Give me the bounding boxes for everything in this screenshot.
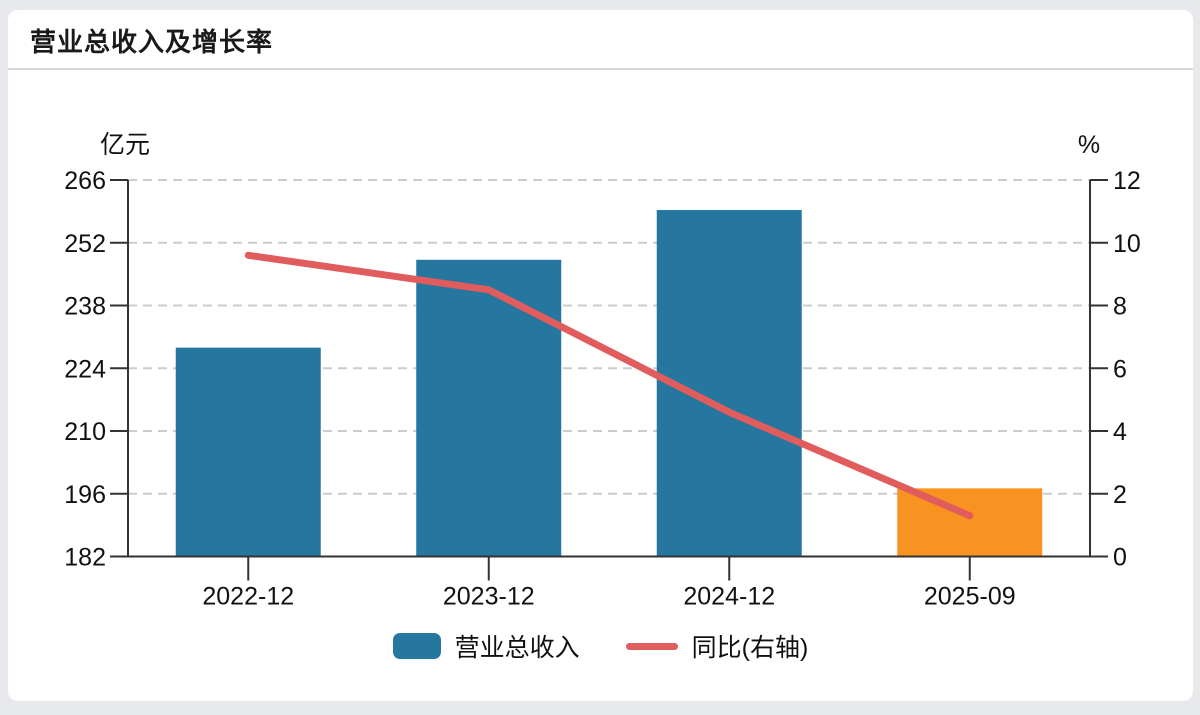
legend-revenue-label: 营业总收入 [454, 634, 580, 662]
left-axis-unit-label: 亿元 [100, 131, 150, 159]
left-axis-tick-label: 210 [64, 418, 106, 446]
left-axis-tick-label: 196 [64, 481, 106, 509]
x-axis-label-2022-12: 2022-12 [202, 583, 294, 611]
legend-yoy-label: 同比(右轴) [691, 634, 809, 662]
legend: 营业总收入 同比(右轴) [8, 629, 1193, 663]
legend-item-revenue[interactable]: 营业总收入 [392, 628, 580, 664]
yoy-line-swatch-icon [625, 642, 678, 650]
x-axis-label-2025-09: 2025-09 [924, 583, 1016, 611]
left-axis-tick-label: 252 [64, 230, 106, 258]
x-axis-label-2024-12: 2024-12 [683, 583, 775, 611]
combo-chart: 266 252 238 224 210 196 182 12 10 8 6 4 2 0 2022-12 202… [64, 131, 1141, 611]
left-axis-tick-label: 238 [64, 293, 106, 321]
left-axis-tick-label: 224 [64, 355, 106, 383]
right-axis-tick-label: 4 [1113, 418, 1127, 446]
right-axis-tick-label: 10 [1113, 230, 1141, 258]
right-axis-tick-label: 6 [1113, 355, 1127, 383]
left-axis-tick-label: 182 [64, 544, 106, 572]
chart-area: 266 252 238 224 210 196 182 12 10 8 6 4 2 0 2022-12 202… [8, 83, 1193, 625]
bar-2024-12 [656, 210, 802, 557]
card-header: 营业总收入及增长率 [8, 10, 1193, 70]
chart-card: 营业总收入及增长率 266 252 238 224 210 196 182 12 10 8 6 4 2 0… [8, 10, 1193, 701]
right-axis-tick-label: 2 [1113, 481, 1127, 509]
legend-item-yoy[interactable]: 同比(右轴) [625, 628, 809, 664]
bar-2025-09 [897, 488, 1043, 557]
right-axis-tick-label: 8 [1113, 293, 1127, 321]
right-axis-unit-label: % [1078, 131, 1100, 159]
right-axis-tick-label: 0 [1113, 544, 1127, 572]
bar-2022-12 [175, 347, 321, 557]
page-title: 营业总收入及增长率 [30, 27, 274, 57]
right-axis-tick-label: 12 [1113, 167, 1141, 195]
yoy-line [244, 251, 974, 520]
revenue-bar-swatch-icon [392, 633, 441, 659]
left-axis-tick-label: 266 [64, 167, 106, 195]
x-axis-label-2023-12: 2023-12 [443, 583, 535, 611]
bar-2023-12 [416, 259, 562, 557]
